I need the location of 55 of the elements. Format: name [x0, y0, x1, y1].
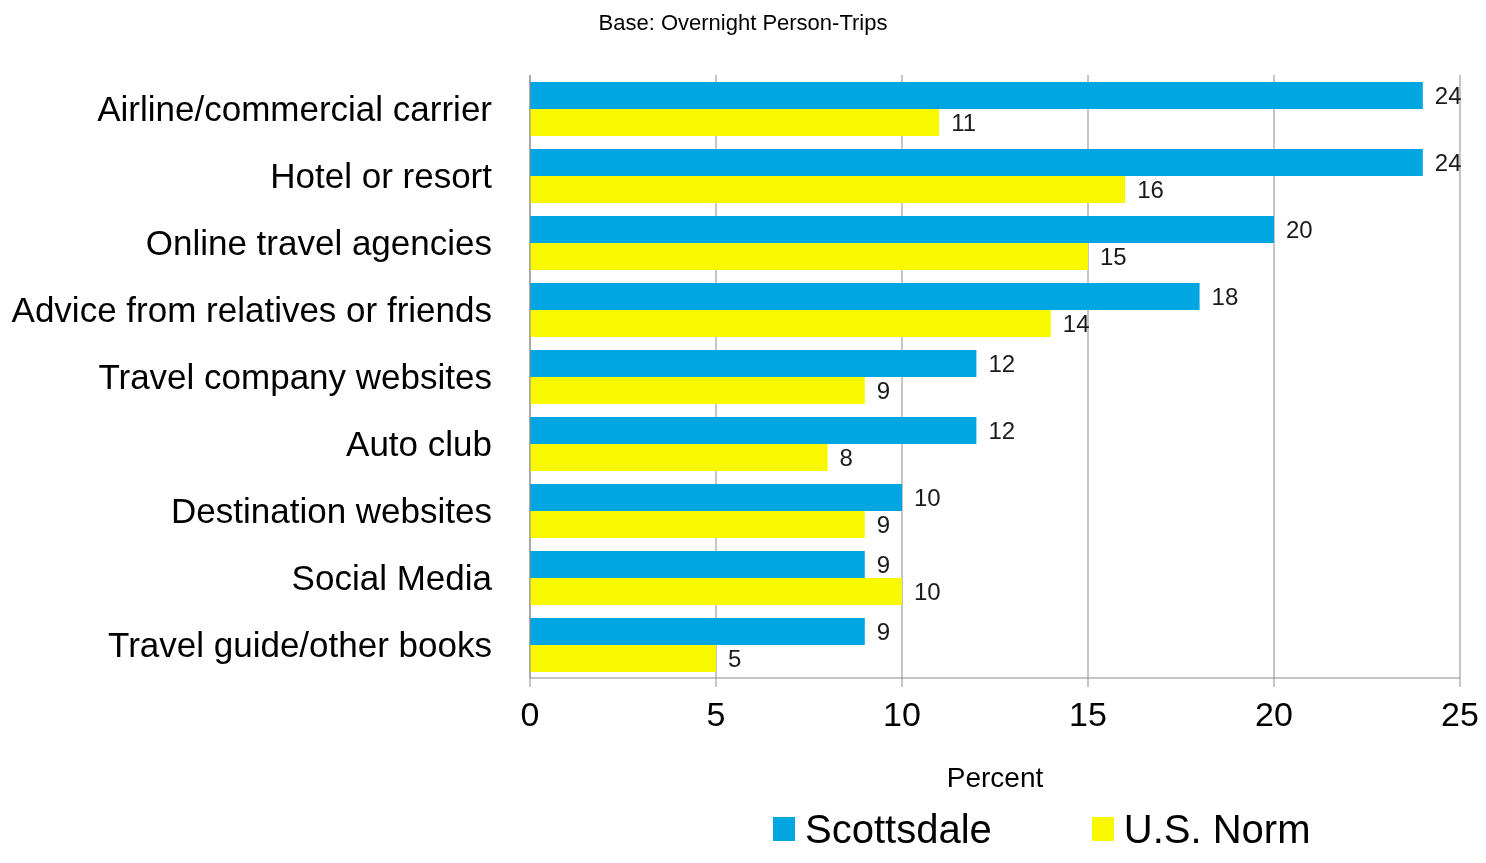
- bar: [530, 82, 1423, 109]
- legend-label: Scottsdale: [805, 807, 992, 851]
- y-tick-label: Travel company websites: [98, 356, 492, 396]
- x-tick-label: 10: [883, 695, 921, 734]
- bar: [530, 578, 902, 605]
- x-axis-title: Percent: [946, 762, 1044, 793]
- data-label: 8: [839, 444, 853, 472]
- x-tick-label: 15: [1069, 695, 1107, 734]
- bar: [530, 618, 865, 645]
- data-label: 24: [1434, 82, 1462, 110]
- bar: [530, 377, 865, 404]
- data-label: 24: [1434, 149, 1462, 177]
- x-tick-label: 5: [706, 695, 726, 734]
- y-tick-label: Auto club: [346, 423, 492, 463]
- bar: [530, 444, 828, 471]
- bar: [530, 484, 902, 511]
- bar: [530, 243, 1088, 270]
- bar: [530, 310, 1051, 337]
- y-tick-label: Online travel agencies: [145, 222, 492, 262]
- chart-subtitle: Base: Overnight Person-Trips: [598, 10, 888, 35]
- bar: [530, 645, 716, 672]
- data-label: 11: [951, 109, 977, 137]
- y-tick-label: Social Media: [291, 557, 493, 597]
- y-tick-label: Destination websites: [171, 490, 492, 530]
- data-label: 12: [988, 350, 1016, 378]
- bar: [530, 216, 1274, 243]
- data-label: 10: [914, 484, 941, 512]
- data-label: 15: [1100, 243, 1127, 271]
- bar: [530, 149, 1423, 176]
- data-label: 10: [914, 578, 941, 606]
- y-tick-label: Advice from relatives or friends: [11, 289, 492, 329]
- bar: [530, 417, 977, 444]
- bar: [530, 511, 865, 538]
- data-label: 14: [1062, 310, 1090, 338]
- bar: [530, 283, 1200, 310]
- data-label: 5: [728, 645, 742, 673]
- bar: [530, 176, 1126, 203]
- bar: [530, 109, 940, 136]
- y-tick-label: Travel guide/other books: [108, 624, 492, 664]
- x-tick-label: 0: [520, 695, 540, 734]
- data-label: 12: [988, 417, 1016, 445]
- data-label: 16: [1137, 176, 1164, 204]
- data-label: 9: [876, 377, 891, 405]
- legend-label: U.S. Norm: [1123, 807, 1311, 851]
- data-label: 9: [876, 511, 891, 539]
- x-tick-label: 20: [1255, 695, 1293, 734]
- bar: [530, 350, 977, 377]
- x-tick-label: 25: [1441, 695, 1479, 734]
- y-tick-label: Airline/commercial carrier: [97, 88, 493, 128]
- bar: [530, 551, 865, 578]
- data-label: 9: [876, 551, 891, 579]
- y-tick-label: Hotel or resort: [270, 155, 493, 195]
- data-label: 18: [1211, 283, 1239, 311]
- data-label: 20: [1286, 216, 1313, 244]
- data-label: 9: [876, 618, 891, 646]
